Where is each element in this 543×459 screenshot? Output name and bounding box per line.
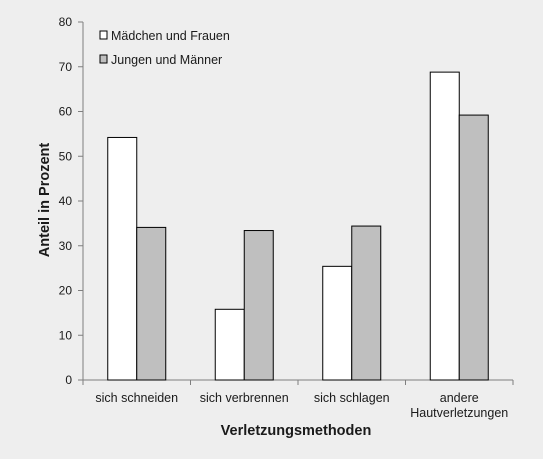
y-ticks: 0 10 20 30 40 50 60 70 80 bbox=[59, 15, 83, 387]
y-tick-label: 10 bbox=[59, 328, 73, 342]
bars bbox=[107, 71, 489, 381]
x-category-label: sich schneiden bbox=[95, 391, 178, 405]
x-category-label: sich verbrennen bbox=[200, 391, 289, 405]
legend-swatch bbox=[99, 30, 108, 40]
y-axis-title: Anteil in Prozent bbox=[37, 143, 53, 258]
y-tick-label: 50 bbox=[59, 149, 73, 163]
y-tick-label: 60 bbox=[59, 105, 73, 119]
bar-series-2 bbox=[458, 114, 489, 381]
y-tick-label: 0 bbox=[65, 373, 72, 387]
y-tick-label: 30 bbox=[59, 239, 73, 253]
x-category-labels: sich schneiden sich verbrennen sich schlag… bbox=[95, 391, 508, 420]
legend-label: Jungen und Männer bbox=[111, 53, 222, 67]
legend-swatch bbox=[99, 54, 108, 64]
x-axis-title: Verletzungsmethoden bbox=[221, 423, 372, 439]
y-tick-label: 20 bbox=[59, 284, 73, 298]
bar-series-2 bbox=[243, 230, 274, 381]
bar-series-1 bbox=[214, 308, 245, 381]
x-category-label: Hautverletzungen bbox=[410, 406, 508, 420]
y-tick-label: 40 bbox=[59, 194, 73, 208]
x-category-label: sich schlagen bbox=[314, 391, 390, 405]
bar-series-1 bbox=[322, 265, 353, 381]
legend-label: Mädchen und Frauen bbox=[111, 29, 230, 43]
legend: Mädchen und Frauen Jungen und Männer bbox=[99, 29, 230, 67]
bar-series-1 bbox=[107, 136, 138, 381]
bar-series-2 bbox=[136, 226, 167, 381]
y-tick-label: 80 bbox=[59, 15, 73, 29]
bar-series-1 bbox=[429, 71, 460, 381]
bar-series-2 bbox=[351, 225, 382, 381]
y-tick-label: 70 bbox=[59, 60, 73, 74]
x-category-label: andere bbox=[440, 391, 479, 405]
